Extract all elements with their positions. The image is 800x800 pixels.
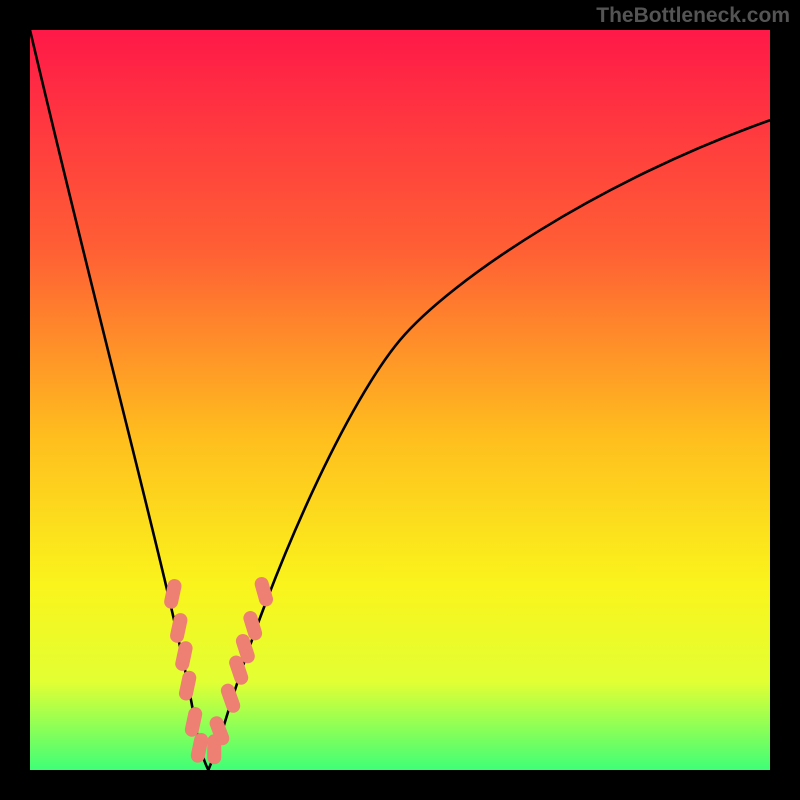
- curve-marker: [178, 670, 198, 702]
- curve-marker: [253, 575, 275, 608]
- curve-marker: [169, 612, 189, 644]
- curve-marker: [219, 682, 242, 715]
- marker-group: [163, 575, 275, 764]
- chart-svg: [30, 30, 770, 770]
- chart-plot-area: [30, 30, 770, 770]
- bottleneck-curve: [30, 30, 770, 770]
- watermark-text: TheBottleneck.com: [596, 4, 790, 28]
- curve-marker: [174, 640, 194, 672]
